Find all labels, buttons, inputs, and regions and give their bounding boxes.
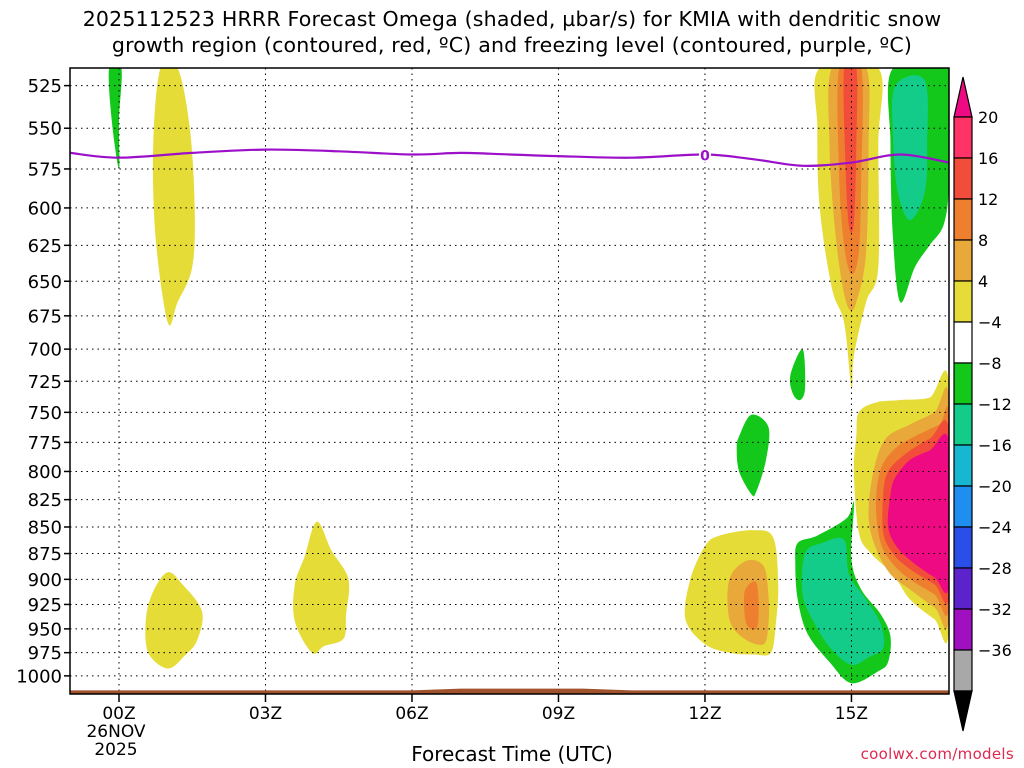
y-tick-label-725: 725 [28,372,62,393]
y-tick-label-825: 825 [28,490,62,511]
ground-strip [70,688,949,694]
region-teal-14z-lower [801,537,885,665]
x-date-label-day: 26NOV [86,722,145,742]
y-tick-label-550: 550 [28,119,62,140]
colorbar-label-2: 12 [978,190,998,209]
surface-ground [70,688,949,694]
region-yellow-01z-upper [152,68,195,326]
colorbar-label-12: −32 [978,600,1012,619]
colorbar-swatch-3 [953,239,973,282]
colorbar-label-7: −12 [978,395,1012,414]
chart-title-line-2: growth region (contoured, red, ºC) and f… [111,33,913,57]
y-tick-label-1000: 1000 [16,666,62,687]
colorbar-label-4: 4 [978,272,988,291]
region-yellow-01z-lower [145,572,203,669]
colorbar-label-13: −36 [978,641,1012,660]
y-tick-label-575: 575 [28,159,62,180]
colorbar-swatch-0 [953,116,973,159]
y-tick-label-750: 750 [28,403,62,424]
region-green-13z-mid [736,414,770,497]
y-tick-label-625: 625 [28,236,62,257]
x-tick-label-09Z: 09Z [542,704,575,724]
y-tick-label-975: 975 [28,643,62,664]
y-axis: 525 550 575 600 625 650 675 700 725 750 775 800 825 8… [16,76,70,687]
y-tick-label-800: 800 [28,462,62,483]
chart-title-line-1: 2025112523 HRRR Forecast Omega (shaded, … [82,7,942,31]
colorbar-swatch-7 [953,403,973,446]
colorbar-top-arrow [953,76,973,118]
colorbar-swatch-1 [953,157,973,200]
colorbar: 20 16 12 8 4 −4 −8 −12 −16 −20 −24 −28 −32 −36 [953,76,1012,732]
region-teal-16z-upper [892,75,928,221]
y-tick-label-525: 525 [28,76,62,97]
y-tick-label-850: 850 [28,517,62,538]
freezing-level: 0 [70,147,949,167]
colorbar-swatch-10 [953,526,973,569]
y-tick-label-775: 775 [28,433,62,454]
y-tick-label-900: 900 [28,570,62,591]
grid-lines [70,68,949,694]
colorbar-swatch-8 [953,444,973,487]
credit-text: coolwx.com/models [860,745,1014,763]
region-green-00z-upper [108,68,122,169]
x-tick-label-12Z: 12Z [688,704,721,724]
x-tick-label-03Z: 03Z [249,704,282,724]
colorbar-swatch-9 [953,485,973,528]
region-orange2-13z-lower [744,581,759,630]
freezing-level-label-bg [698,147,711,163]
colorbar-label-0: 20 [978,108,998,127]
colorbar-swatch-12 [953,608,973,651]
colorbar-swatch-5 [953,321,973,364]
y-tick-label-875: 875 [28,544,62,565]
colorbar-label-6: −8 [978,354,1002,373]
colorbar-label-8: −16 [978,436,1012,455]
y-tick-label-675: 675 [28,306,62,327]
colorbar-swatch-13 [953,649,973,692]
omega-shaded-regions [108,68,949,684]
region-green-14z-mid [789,348,806,401]
colorbar-label-5: −4 [978,313,1002,332]
x-date-label-year: 2025 [94,740,137,760]
y-tick-label-700: 700 [28,340,62,361]
x-tick-label-06Z: 06Z [395,704,428,724]
freezing-level-label: 0 [700,148,710,164]
freezing-level-line [70,148,949,167]
region-yellow-04z-lower [293,521,350,654]
colorbar-label-10: −24 [978,518,1012,537]
colorbar-swatch-11 [953,567,973,610]
colorbar-label-11: −28 [978,559,1012,578]
colorbar-swatch-6 [953,362,973,405]
y-tick-label-650: 650 [28,272,62,293]
x-tick-label-15Z: 15Z [835,704,868,724]
colorbar-label-3: 8 [978,231,988,250]
colorbar-bottom-arrow [953,690,973,732]
x-axis-label: Forecast Time (UTC) [411,742,613,766]
colorbar-swatch-4 [953,280,973,323]
y-tick-label-950: 950 [28,619,62,640]
colorbar-label-9: −20 [978,477,1012,496]
y-tick-label-600: 600 [28,198,62,219]
x-tick-label-00Z: 00Z [102,704,135,724]
colorbar-label-1: 16 [978,149,998,168]
region-red-15z-upper [843,68,858,234]
colorbar-swatch-2 [953,198,973,241]
chart-title: 2025112523 HRRR Forecast Omega (shaded, … [0,6,1024,58]
y-tick-label-925: 925 [28,595,62,616]
